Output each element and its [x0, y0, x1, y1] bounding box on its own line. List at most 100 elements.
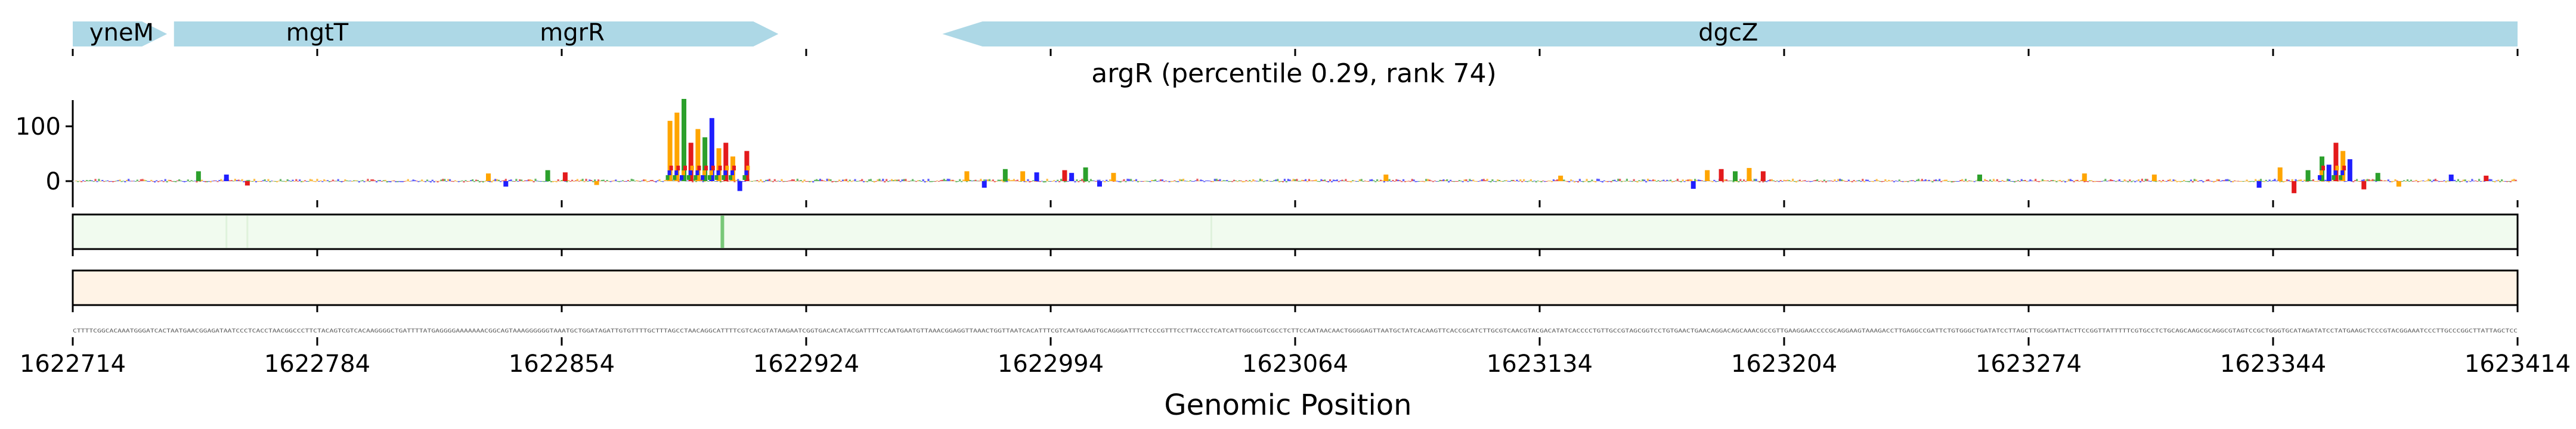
logo-noise-mark: [534, 178, 537, 181]
logo-noise-mark: [1327, 181, 1330, 182]
logo-noise-mark: [2302, 181, 2304, 182]
logo-noise-mark: [2373, 179, 2376, 181]
logo-noise-mark: [1191, 181, 1193, 182]
logo-noise-mark: [1470, 180, 1473, 181]
logo-noise-mark: [290, 181, 292, 182]
logo-noise-mark: [2067, 179, 2070, 181]
logo-stack-C: [2333, 170, 2337, 175]
logo-noise-mark: [937, 181, 940, 182]
logo-noise-mark: [1203, 181, 1206, 182]
x-axis-label: Genomic Position: [1164, 388, 1411, 422]
logo-noise-mark: [1914, 181, 1916, 182]
logo-noise-mark: [92, 181, 95, 182]
logo-noise-mark: [1109, 179, 1111, 181]
logo-noise-mark: [403, 181, 406, 182]
logo-noise-mark: [781, 179, 783, 181]
logo-peak-G: [1383, 174, 1389, 181]
logo-noise-mark: [468, 181, 470, 182]
logo-noise-mark: [1366, 181, 1368, 182]
logo-noise-mark: [1448, 181, 1450, 183]
logo-noise-mark: [1596, 178, 1599, 181]
logo-noise-mark: [1741, 181, 1744, 182]
logo-noise-mark: [188, 181, 191, 182]
logo-noise-mark: [1594, 181, 1597, 183]
logo-noise-mark: [2083, 181, 2086, 182]
logo-noise-mark: [1329, 179, 1332, 181]
logo-noise-mark: [2354, 180, 2357, 181]
logo-noise-mark: [456, 181, 458, 182]
logo-noise-mark: [2268, 179, 2271, 181]
logo-noise-mark: [311, 179, 313, 181]
logo-noise-mark: [187, 179, 189, 181]
logo-noise-mark: [1084, 181, 1087, 182]
logo-noise-mark: [1488, 181, 1490, 182]
logo-noise-mark: [1634, 181, 1637, 182]
logo-noise-mark: [1030, 181, 1033, 182]
logo-noise-mark: [545, 181, 547, 182]
logo-noise-mark: [2499, 181, 2501, 182]
logo-noise-mark: [1566, 181, 1569, 182]
logo-noise-mark: [1051, 181, 1054, 182]
logo-noise-mark: [243, 181, 245, 182]
logo-noise-mark: [1161, 179, 1164, 181]
logo-noise-mark: [2094, 181, 2096, 182]
logo-noise-mark: [887, 181, 890, 182]
track1-faint-mark: [225, 216, 228, 248]
gene-label-dgcZ: dgcZ: [1698, 19, 1758, 46]
logo-noise-mark: [2453, 179, 2456, 181]
x-axis-tick-label: 1622714: [20, 350, 126, 378]
logo-noise-mark: [1058, 181, 1061, 182]
logo-noise-mark: [517, 181, 519, 182]
logo-noise-mark: [974, 179, 977, 181]
logo-noise-mark: [2078, 181, 2080, 182]
logo-noise-mark: [714, 181, 717, 182]
logo-noise-mark: [1137, 181, 1140, 182]
logo-noise-mark: [1270, 181, 1272, 182]
logo-stack-A: [673, 175, 677, 180]
logo-noise-mark: [899, 181, 902, 182]
logo-noise-mark: [1222, 180, 1225, 181]
logo-stack-G: [709, 170, 713, 175]
track1-faint-mark: [1210, 216, 1212, 248]
logo-noise-mark: [230, 180, 233, 181]
logo-noise-mark: [992, 179, 994, 181]
logo-noise-mark: [1465, 179, 1467, 181]
logo-noise-mark: [321, 181, 324, 182]
logo-noise-mark: [917, 180, 919, 181]
logo-noise-mark: [2179, 181, 2182, 182]
logo-noise-mark: [1477, 181, 1480, 182]
logo-noise-mark: [983, 179, 986, 181]
logo-noise-mark: [1149, 181, 1151, 182]
logo-noise-mark: [716, 181, 719, 182]
logo-noise-mark: [358, 181, 360, 183]
logo-noise-mark: [1587, 181, 1590, 182]
logo-noise-mark: [522, 181, 525, 182]
logo-noise-mark: [134, 181, 137, 182]
logo-noise-mark: [854, 179, 856, 181]
logo-noise-mark: [1963, 181, 1965, 182]
logo-noise-mark: [952, 179, 954, 181]
logo-noise-mark: [1605, 181, 1607, 182]
logo-noise-mark: [1011, 180, 1014, 181]
logo-noise-mark: [1413, 179, 1415, 181]
logo-noise-mark: [2050, 180, 2052, 181]
logo-noise-mark: [1815, 180, 1817, 181]
logo-noise-mark: [1682, 179, 1684, 181]
logo-noise-mark: [2417, 181, 2419, 182]
logo-noise-mark: [1673, 181, 1676, 182]
logo-noise-mark: [183, 181, 186, 182]
logo-noise-mark: [980, 179, 982, 181]
logo-peak-G: [1020, 171, 1026, 181]
logo-noise-mark: [124, 181, 126, 182]
logo-noise-mark: [192, 181, 194, 182]
logo-noise-mark: [436, 181, 439, 183]
logo-noise-mark: [927, 179, 930, 181]
logo-noise-mark: [1289, 179, 1291, 181]
logo-noise-mark: [1159, 179, 1162, 181]
logo-noise-mark: [997, 179, 999, 181]
logo-stack-G: [2320, 170, 2323, 175]
logo-noise-mark: [141, 179, 144, 181]
logo-noise-mark: [2270, 181, 2272, 182]
logo-noise-mark: [143, 179, 145, 181]
logo-noise-mark: [1806, 181, 1808, 182]
